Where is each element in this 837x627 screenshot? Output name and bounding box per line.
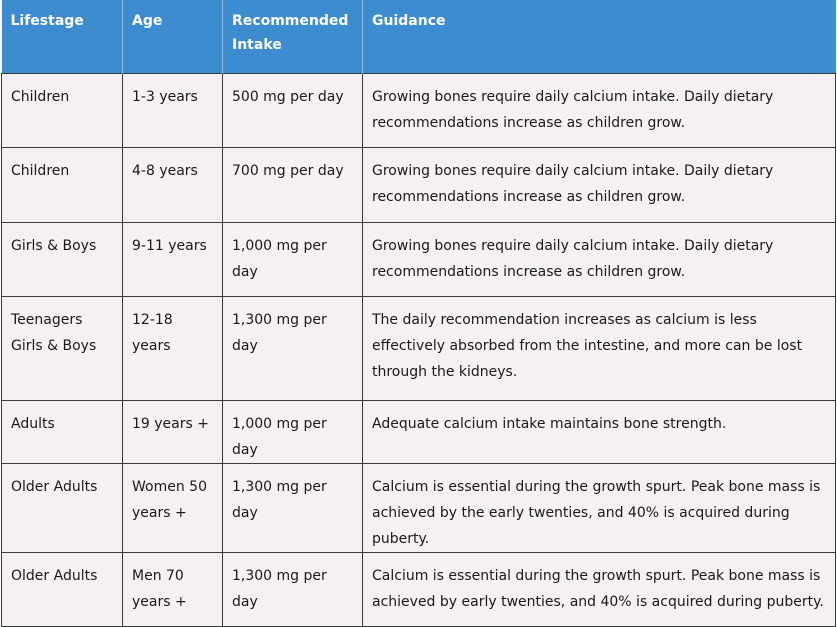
cell-lifestage: Teenagers Girls & Boys <box>1 295 123 401</box>
cell-guidance: The daily recommendation increases as ca… <box>362 295 836 401</box>
table-row: Children 1-3 years 500 mg per day Growin… <box>1 72 836 148</box>
cell-guidance: Calcium is essential during the growth s… <box>362 462 836 553</box>
cell-lifestage: Older Adults <box>1 462 123 553</box>
cell-intake: 1,000 mg per day <box>222 221 363 297</box>
table-row: Older Adults Men 70 years + 1,300 mg per… <box>1 551 836 627</box>
cell-lifestage: Adults <box>1 399 123 464</box>
table-body: Children 1-3 years 500 mg per day Growin… <box>1 72 836 627</box>
cell-intake: 1,000 mg per day <box>222 399 363 464</box>
cell-age: Men 70 years + <box>122 551 223 627</box>
cell-lifestage: Children <box>1 146 123 223</box>
cell-age: 4-8 years <box>122 146 223 223</box>
cell-age: 12-18 years <box>122 295 223 401</box>
cell-age: 19 years + <box>122 399 223 464</box>
cell-age: Women 50 years + <box>122 462 223 553</box>
cell-guidance: Calcium is essential during the growth s… <box>362 551 836 627</box>
header-lifestage: Lifestage <box>1 0 123 73</box>
cell-guidance: Growing bones require daily calcium inta… <box>362 221 836 297</box>
cell-intake: 1,300 mg per day <box>222 551 363 627</box>
table-row: Adults 19 years + 1,000 mg per day Adequ… <box>1 399 836 464</box>
table-row: Girls & Boys 9-11 years 1,000 mg per day… <box>1 221 836 297</box>
header-age: Age <box>122 0 223 73</box>
cell-age: 9-11 years <box>122 221 223 297</box>
cell-intake: 700 mg per day <box>222 146 363 223</box>
table-row: Older Adults Women 50 years + 1,300 mg p… <box>1 462 836 553</box>
cell-intake: 500 mg per day <box>222 72 363 148</box>
header-row: Lifestage Age Recommended Intake Guidanc… <box>1 0 836 73</box>
header-recommended-intake: Recommended Intake <box>222 0 363 73</box>
cell-guidance: Growing bones require daily calcium inta… <box>362 146 836 223</box>
cell-lifestage: Girls & Boys <box>1 221 123 297</box>
table-row: Children 4-8 years 700 mg per day Growin… <box>1 146 836 223</box>
cell-intake: 1,300 mg per day <box>222 295 363 401</box>
table-row: Teenagers Girls & Boys 12-18 years 1,300… <box>1 295 836 401</box>
cell-guidance: Adequate calcium intake maintains bone s… <box>362 399 836 464</box>
table-header: Lifestage Age Recommended Intake Guidanc… <box>1 0 836 73</box>
cell-lifestage: Older Adults <box>1 551 123 627</box>
cell-guidance: Growing bones require daily calcium inta… <box>362 72 836 148</box>
cell-age: 1-3 years <box>122 72 223 148</box>
cell-intake: 1,300 mg per day <box>222 462 363 553</box>
header-guidance: Guidance <box>362 0 836 73</box>
cell-lifestage: Children <box>1 72 123 148</box>
